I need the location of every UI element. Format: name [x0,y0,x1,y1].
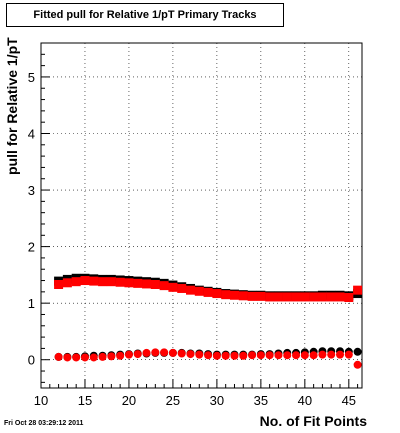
data-point-circle [256,351,265,360]
x-tick-label: 35 [254,393,268,408]
data-point-square [247,291,257,301]
data-point-circle [72,353,81,362]
data-point-circle [177,349,186,358]
data-marks [54,273,363,369]
data-point-square [80,276,90,286]
x-tick-label: 40 [298,393,312,408]
data-point-square [194,286,204,296]
y-tick-label: 3 [28,183,35,198]
data-point-circle [195,350,204,359]
data-point-square [212,289,222,299]
data-point-circle [230,351,239,360]
x-tick-label: 20 [122,393,136,408]
data-point-circle [133,350,142,359]
data-point-circle [212,351,221,360]
data-point-circle [292,351,301,360]
data-point-circle [283,351,292,360]
y-tick-label: 4 [28,126,35,141]
data-point-square [150,280,160,289]
x-tick-label: 10 [34,393,48,408]
y-tick-label: 5 [28,70,35,85]
data-point-circle [300,351,309,360]
grid-lines [40,43,362,388]
data-point-square [106,277,116,287]
data-point-circle [124,350,133,359]
data-point-square [71,277,81,287]
data-point-square [62,278,72,288]
data-point-circle [353,347,362,356]
data-point-circle [116,351,125,360]
data-point-square [177,283,187,293]
data-point-circle [168,348,177,357]
data-point-circle [89,353,98,362]
x-tick-label: 30 [210,393,224,408]
data-point-square [326,292,336,302]
data-point-circle [80,353,89,362]
data-point-circle [151,348,160,357]
data-point-circle [54,352,63,361]
data-point-circle [142,348,151,357]
data-point-square [142,279,152,289]
data-point-circle [221,351,230,360]
data-point-circle [186,350,195,359]
data-point-circle [248,351,257,360]
data-point-circle [265,351,274,360]
data-point-square [265,292,275,302]
data-point-square [300,292,310,302]
data-point-square [238,291,248,301]
x-tick-label: 25 [166,393,180,408]
data-point-square [317,292,327,302]
axis-ticks [40,42,359,388]
data-point-square [335,292,345,302]
data-point-circle [107,352,116,361]
y-axis-label-box: pull for Relative 1/pT [4,37,22,180]
y-axis-label: pull for Relative 1/pT [4,37,20,175]
data-point-circle [274,351,283,360]
data-point-square [353,285,363,295]
data-point-circle [336,350,345,359]
data-point-square [186,285,196,295]
data-point-square [291,292,301,302]
y-tick-label: 0 [28,353,35,368]
plot-frame [40,42,363,389]
data-point-circle [327,350,336,359]
data-point-square [115,277,125,287]
data-point-square [256,291,266,301]
data-point-circle [318,350,327,359]
data-point-circle [239,351,248,360]
data-point-circle [344,350,353,359]
data-point-square [89,276,99,286]
data-point-square [133,278,143,288]
footer-timestamp: Fri Oct 28 03:29:12 2011 [4,420,84,427]
data-point-circle [204,351,213,360]
data-point-square [124,278,134,288]
data-point-square [309,292,319,302]
data-point-square [273,292,283,302]
data-point-square [229,290,239,300]
x-axis-label: No. of Fit Points [259,413,367,429]
y-tick-label: 2 [28,240,35,255]
x-tick-label: 15 [78,393,92,408]
data-point-square [54,280,64,289]
data-point-square [168,282,178,292]
y-tick-label: 1 [28,296,35,311]
data-point-circle [353,360,362,369]
data-point-circle [309,351,318,360]
data-point-square [344,293,354,303]
data-point-square [282,292,292,302]
data-point-circle [98,352,107,361]
data-point-square [159,281,169,291]
chart-title: Fitted pull for Relative 1/pT Primary Tr… [6,3,284,27]
data-point-square [221,290,231,300]
data-point-square [203,287,213,297]
data-point-square [98,277,108,287]
data-point-circle [63,353,72,362]
x-tick-label: 45 [342,393,356,408]
data-point-circle [160,348,169,357]
